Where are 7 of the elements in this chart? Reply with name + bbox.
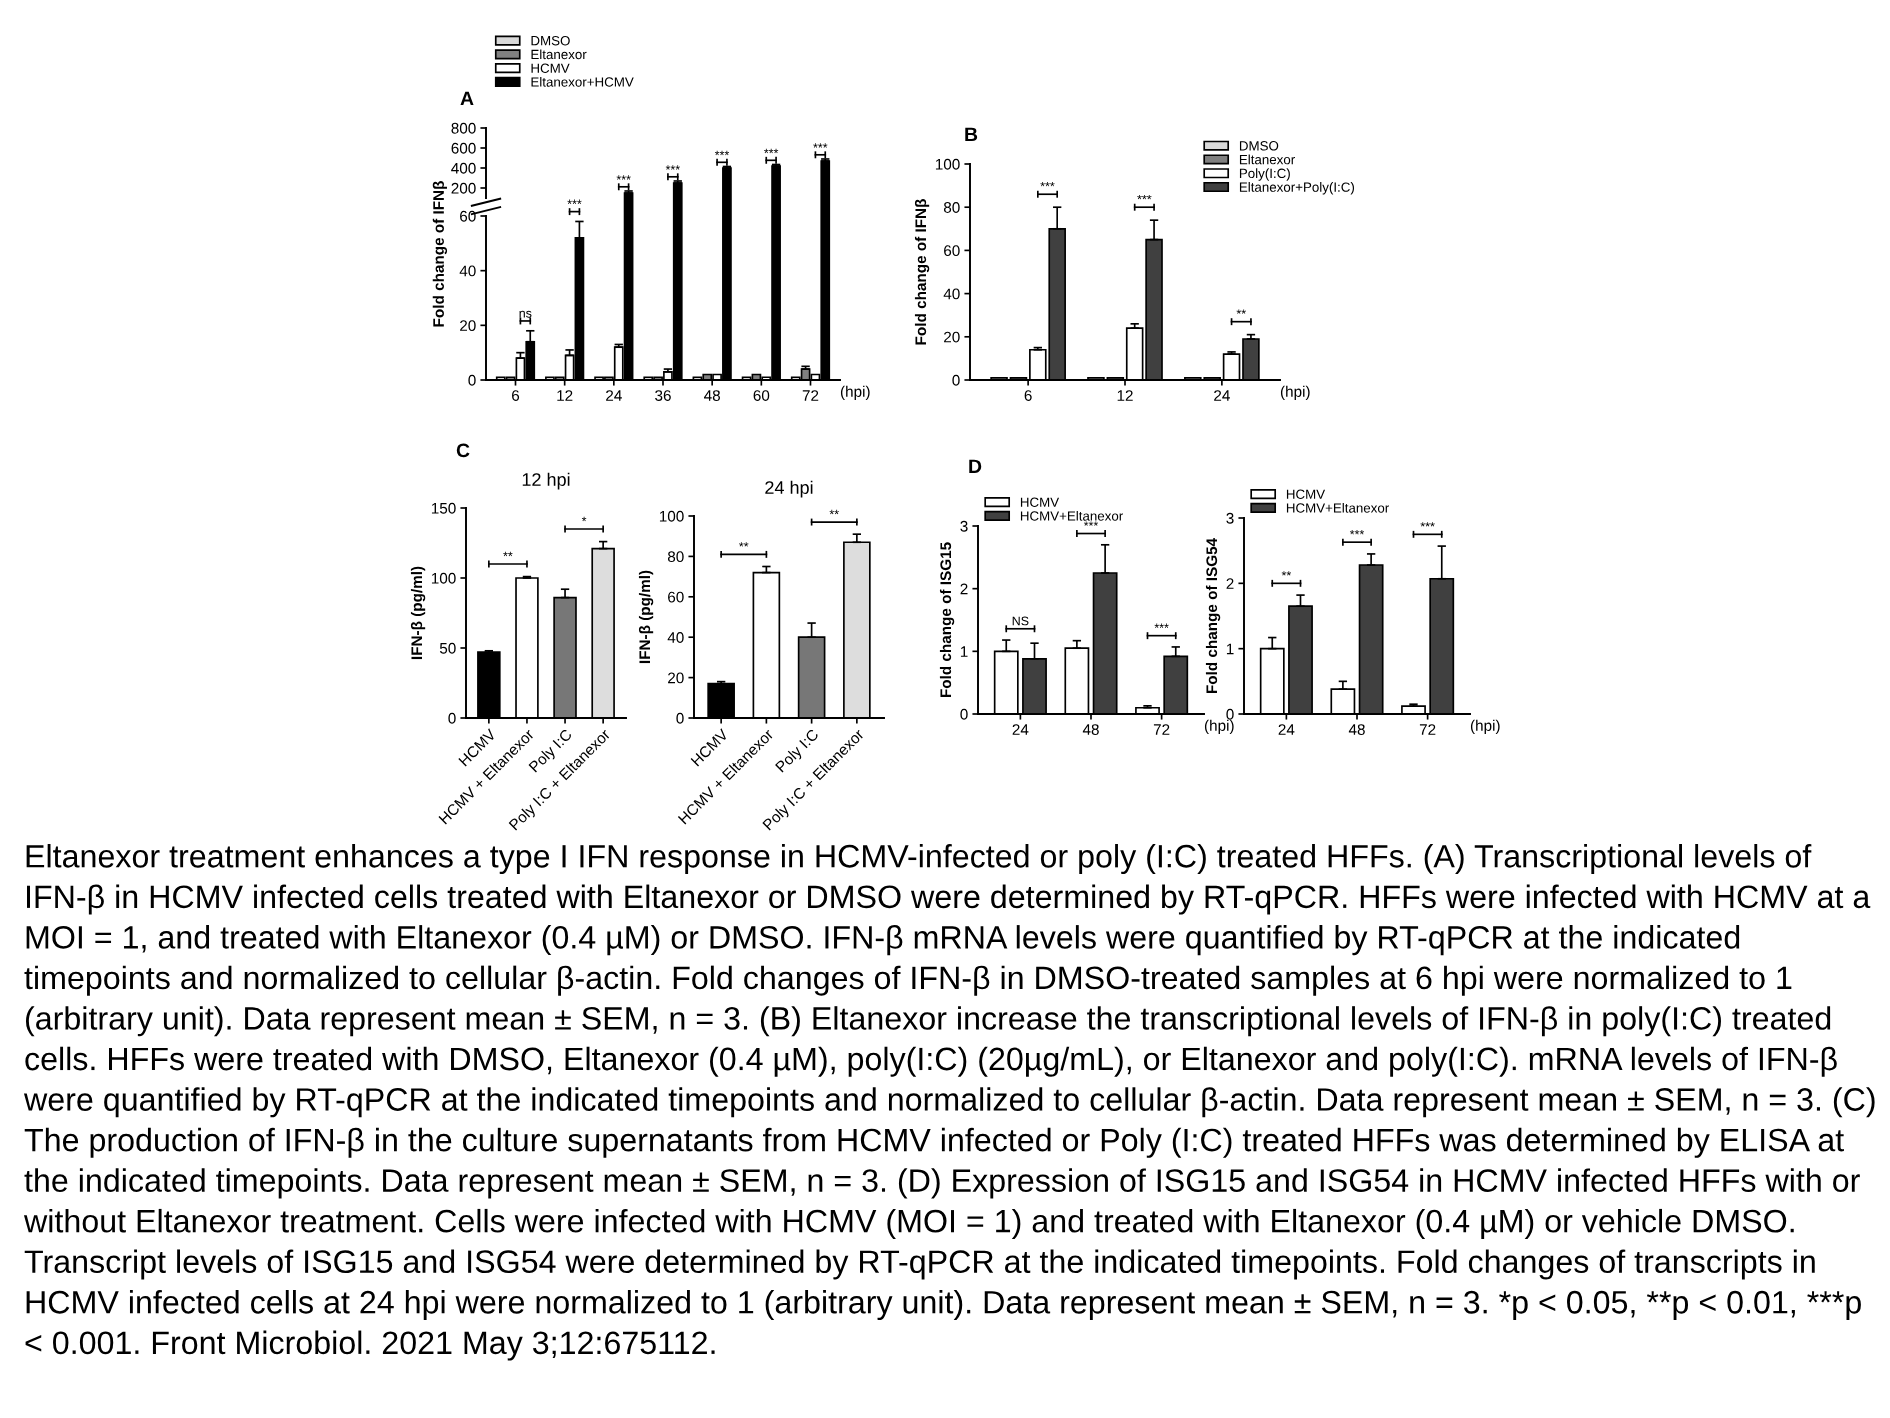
- text: B: [965, 127, 978, 142]
- text: Eltanexor treatment enhances a type I IFN response in HCMV-infected or poly (I:C) treated HFFs. (A) Transcriptional levels of IFN-β in HCMV infected cells treated with Eltanexor or DMSO were determined by RT-qPCR. HFFs were infected with HCMV at a MOI = 1, and treated with Eltanexor (0.4 µM) or DMSO. IFN-β mRNA levels were quantified by RT-qPCR at the indicated timepoints and normalized to cellular β-actin. Fold changes of IFN-β in DMSO-treated samples at 6 hpi were normalized to 1 (arbitrary unit). Data represent mean ± SEM, n = 3. (B) Eltanexor increase the transcriptional levels of IFN-β in poly(I:C) treated cells. HFFs were treated with DMSO, Eltanexor (0.4 µM), poly(I:C) (20µg/mL), or Eltanexor and poly(I:C). mRNA levels of IFN-β were quantified by RT-qPCR at the indicated timepoints and normalized to cellular β-actin. Data represent mean ± SEM, n = 3. (C) The production of IFN-β in the culture supernatants from HCMV infected or Poly (I:C) treated HFFs was determined by ELISA at the indicated timepoints. Data represent mean ± SEM, n = 3. (D) Expression of ISG15 and ISG54 in HCMV infected HFFs with or without Eltanexor treatment. Cells were infected with HCMV (MOI = 1) and treated with Eltanexor (0.4 µM) or vehicle DMSO. Transcript levels of ISG15 and ISG54 were determined by RT-qPCR at the indicated timepoints. Fold changes of transcripts in HCMV infected cells at 24 hpi were normalized to 1 (arbitrary unit). Data represent mean ± SEM, n = 3. *p < 0.05, **p < 0.01, ***p < 0.001. Front Microbiol. 2021 May 3;12:675112.: [23, 844, 1875, 1361]
- text: D: [969, 459, 982, 474]
- chart-title: 12 hpi: [522, 472, 570, 490]
- text: C: [456, 443, 470, 458]
- chart-title: 24 hpi: [765, 480, 813, 498]
- text: A: [460, 91, 474, 106]
